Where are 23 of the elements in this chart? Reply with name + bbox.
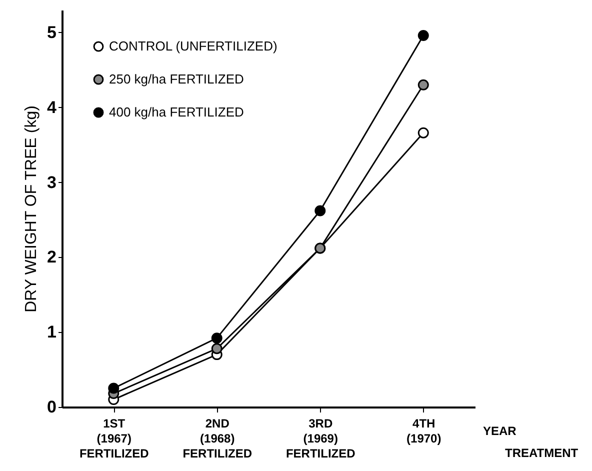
point [211, 332, 222, 344]
text: TREATMENT [505, 446, 579, 460]
point [314, 205, 326, 216]
x-tick-label: 4TH (1970) [406, 416, 442, 446]
point [108, 382, 120, 394]
y-axis-title: DRY WEIGHT OF TREE (kg) [23, 106, 40, 312]
y-tick-label: 2 [47, 248, 56, 267]
text: YEAR [483, 424, 517, 438]
y-tick-label: 1 [47, 322, 56, 342]
y-tick-label: 0 [47, 398, 56, 416]
y-tick-label: 4 [47, 98, 58, 117]
x-tick-label: 3RD (1969) FERTILIZED [286, 416, 356, 460]
x-tick-label: 2ND (1968) FERTILIZED [182, 416, 252, 460]
y-tick-label: 3 [47, 172, 56, 192]
x-tick-label: 1ST (1967) FERTILIZED [79, 416, 150, 460]
legend-label: 250 kg/ha FERTILIZED [109, 72, 244, 86]
y-tick-label: 5 [47, 22, 56, 42]
point [418, 79, 429, 90]
point [418, 30, 429, 41]
legend-label: 400 kg/ha FERTILIZED [109, 104, 244, 120]
point [418, 127, 429, 138]
legend-label: CONTROL (UNFERTILIZED) [109, 38, 278, 54]
point [211, 343, 222, 354]
